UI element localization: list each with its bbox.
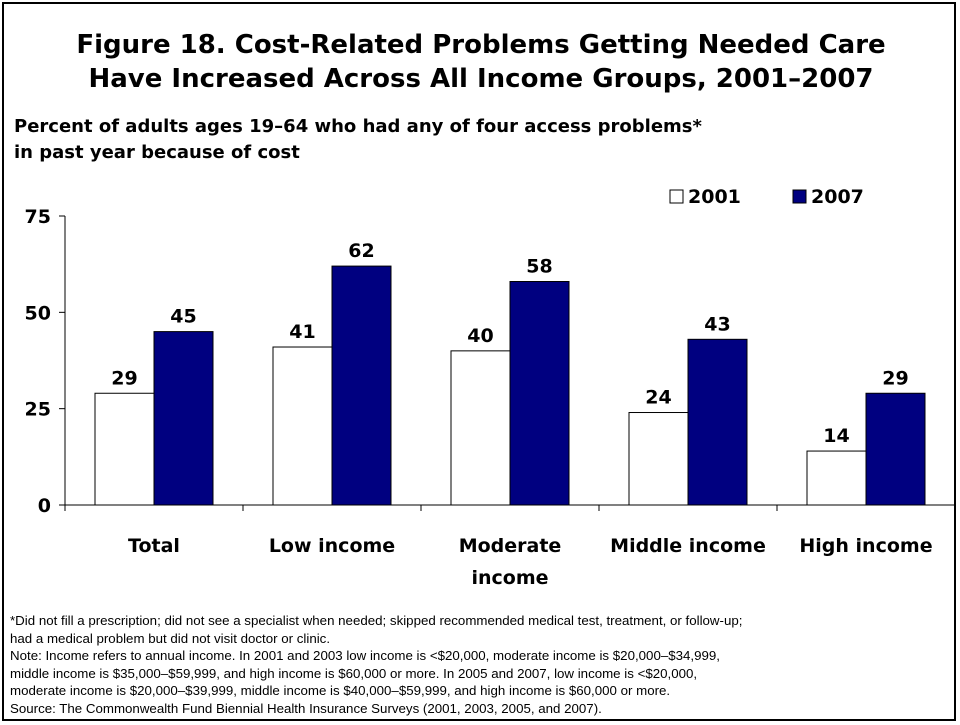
y-tick-label-0: 0: [38, 495, 51, 517]
subtitle-line-2: in past year because of cost: [14, 142, 300, 163]
footnote-line-1: *Did not fill a prescription; did not se…: [10, 613, 743, 628]
x-tick-label-2-line2: income: [471, 567, 548, 589]
bar-2001-2: [450, 350, 511, 506]
x-tick-label-2: Moderate: [459, 535, 562, 557]
x-tick-label-1: Low income: [269, 535, 395, 557]
x-tick-label-3: Middle income: [610, 535, 766, 557]
data-label-2001-4: 14: [823, 425, 849, 447]
bar-2007-1: [331, 265, 392, 506]
footnotes: *Did not fill a prescription; did not se…: [10, 612, 950, 717]
footnote-line-6: Source: The Commonwealth Fund Biennial H…: [10, 700, 602, 716]
data-label-2007-4: 29: [882, 367, 908, 389]
title-line-1: Figure 18. Cost-Related Problems Getting…: [76, 30, 886, 60]
title-line-2: Have Increased Across All Income Groups,…: [88, 64, 874, 94]
bar-2001-3: [628, 412, 689, 506]
y-tick-label-50: 50: [25, 302, 51, 324]
bar-2007-3: [687, 338, 748, 506]
bar-2001-4: [806, 450, 867, 506]
footnote-line-4: middle income is $35,000–$59,999, and hi…: [10, 665, 698, 681]
data-label-2007-3: 43: [704, 313, 730, 335]
bar-2001-0: [94, 392, 155, 506]
chart-subtitle: Percent of adults ages 19–64 who had any…: [14, 114, 914, 166]
bar-2007-4: [865, 392, 926, 506]
y-tick-label-75: 75: [25, 206, 51, 228]
subtitle-line-1: Percent of adults ages 19–64 who had any…: [14, 116, 702, 137]
bar-2007-2: [509, 281, 570, 506]
data-label-2001-3: 24: [645, 387, 671, 409]
data-label-2007-1: 62: [348, 240, 374, 262]
data-label-2001-0: 29: [111, 367, 137, 389]
footnote-line-3: Note: Income refers to annual income. In…: [10, 648, 720, 663]
bar-2007-0: [153, 331, 214, 506]
legend-swatch-2001: [669, 189, 684, 204]
footnote-line-5: moderate income is $20,000–$39,999, midd…: [10, 683, 671, 698]
x-tick-label-0: Total: [128, 535, 180, 557]
legend-swatch-2007: [792, 189, 807, 204]
data-label-2001-1: 41: [289, 321, 315, 343]
bar-2001-1: [272, 346, 333, 506]
legend-label-2001: 2001: [688, 186, 741, 208]
data-label-2007-0: 45: [170, 306, 196, 328]
footnote-line-2: had a medical problem but did not visit …: [10, 630, 331, 646]
bar-chart: 0 25 50 75 29 45 Total 41 62 Low income 40 58 Modera…: [25, 186, 956, 589]
data-label-2001-2: 40: [467, 325, 493, 347]
x-tick-label-4: High income: [799, 535, 932, 557]
y-tick-label-25: 25: [25, 399, 51, 421]
chart-title: Figure 18. Cost-Related Problems Getting…: [4, 28, 958, 96]
legend-label-2007: 2007: [811, 186, 864, 208]
data-label-2007-2: 58: [526, 256, 552, 278]
